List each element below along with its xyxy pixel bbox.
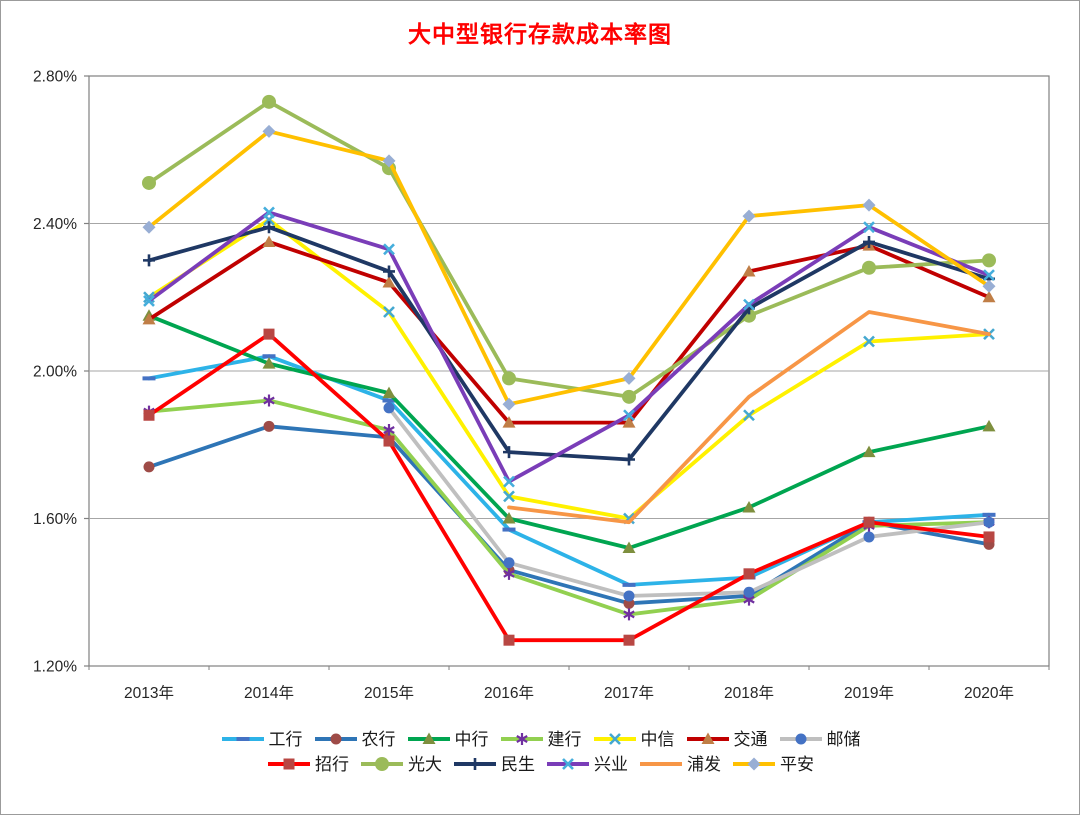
- y-axis-label: 1.20%: [33, 659, 77, 676]
- legend-item-icbc: 工行: [220, 730, 303, 748]
- series-line-ceb: [147, 99, 991, 399]
- chart-legend: 工行 农行 中行 建行 中信 交通 邮储招行 光大 民生 兴业 浦发 平安: [1, 730, 1079, 773]
- y-axis-label: 2.80%: [33, 69, 77, 86]
- series-line-minsheng: [147, 225, 991, 462]
- legend-row: 工行 农行 中行 建行 中信 交通 邮储: [220, 730, 861, 748]
- legend-label: 中信: [640, 729, 675, 749]
- legend-item-pingan: 平安: [731, 755, 814, 773]
- y-axis-label: 2.00%: [33, 364, 77, 381]
- x-axis-label: 2013年: [124, 684, 174, 702]
- legend-swatch-abc: [314, 733, 357, 745]
- series-citic: [143, 213, 995, 525]
- series-line-abc: [147, 424, 991, 606]
- legend-item-cib: 兴业: [545, 755, 628, 773]
- series-spdb: [507, 310, 991, 525]
- legend-label: 工行: [268, 729, 303, 749]
- legend-label: 民生: [501, 754, 535, 774]
- legend-label: 招行: [315, 754, 349, 774]
- series-line-cib: [147, 210, 991, 484]
- x-axis-label: 2017年: [604, 684, 654, 702]
- legend-swatch-icbc: [221, 737, 264, 741]
- legend-label: 农行: [361, 729, 396, 749]
- legend-swatch-boc: [407, 732, 450, 744]
- series-cmb: [143, 328, 995, 646]
- legend-label: 兴业: [594, 754, 628, 774]
- legend-item-citic: 中信: [592, 730, 675, 748]
- legend-swatch-cib: [547, 758, 589, 770]
- legend-swatch-cmb: [268, 758, 310, 770]
- legend-label: 平安: [780, 754, 814, 774]
- line-chart-plot: 2.80% 2.40% 2.00% 1.60% 1.20% 2013年 2014年 2015年…: [33, 69, 1050, 702]
- legend-swatch-spdb: [640, 762, 682, 766]
- y-axis-label: 2.40%: [33, 216, 77, 233]
- x-axis-label: 2016年: [484, 684, 534, 702]
- series-line-cmb: [147, 332, 991, 643]
- legend-item-spdb: 浦发: [638, 755, 721, 773]
- series-psbc: [383, 402, 995, 602]
- y-axis-label: 1.60%: [33, 511, 77, 528]
- legend-swatch-bocom: [686, 732, 729, 744]
- legend-label: 光大: [408, 754, 442, 774]
- legend-label: 邮储: [826, 729, 861, 749]
- series-line-ccb: [147, 398, 991, 617]
- legend-label: 建行: [547, 729, 582, 749]
- legend-item-boc: 中行: [406, 730, 489, 748]
- series-pingan: [142, 124, 996, 411]
- series-line-boc: [147, 313, 991, 550]
- legend-item-bocom: 交通: [685, 730, 768, 748]
- x-axis-label: 2015年: [364, 684, 414, 702]
- legend-swatch-ccb: [500, 733, 543, 745]
- series-bocom: [142, 235, 996, 428]
- x-axis-label: 2019年: [844, 684, 894, 702]
- series-minsheng: [143, 221, 995, 466]
- legend-label: 交通: [733, 729, 768, 749]
- series-ceb: [142, 94, 996, 404]
- legend-swatch-citic: [593, 733, 636, 745]
- legend-swatch-ceb: [361, 757, 403, 771]
- legend-item-ceb: 光大: [359, 755, 442, 773]
- legend-swatch-pingan: [733, 757, 775, 771]
- x-axis-label: 2018年: [724, 684, 774, 702]
- chart-title: 大中型银行存款成本率图: [408, 21, 672, 47]
- legend-item-minsheng: 民生: [452, 755, 535, 773]
- series-cib: [143, 206, 995, 488]
- legend-row: 招行 光大 民生 兴业 浦发 平安: [266, 755, 814, 773]
- legend-swatch-minsheng: [454, 758, 496, 770]
- series-line-spdb: [507, 310, 991, 525]
- series-line-pingan: [147, 129, 991, 407]
- x-axis-label: 2020年: [964, 684, 1014, 702]
- legend-label: 浦发: [687, 754, 721, 774]
- series-line-psbc: [387, 406, 991, 598]
- legend-label: 中行: [454, 729, 489, 749]
- legend-item-abc: 农行: [313, 730, 396, 748]
- legend-swatch-psbc: [779, 733, 822, 745]
- legend-item-ccb: 建行: [499, 730, 582, 748]
- legend-item-psbc: 邮储: [778, 730, 861, 748]
- series-line-bocom: [147, 240, 991, 425]
- legend-item-cmb: 招行: [266, 755, 349, 773]
- x-axis-label: 2014年: [244, 684, 294, 702]
